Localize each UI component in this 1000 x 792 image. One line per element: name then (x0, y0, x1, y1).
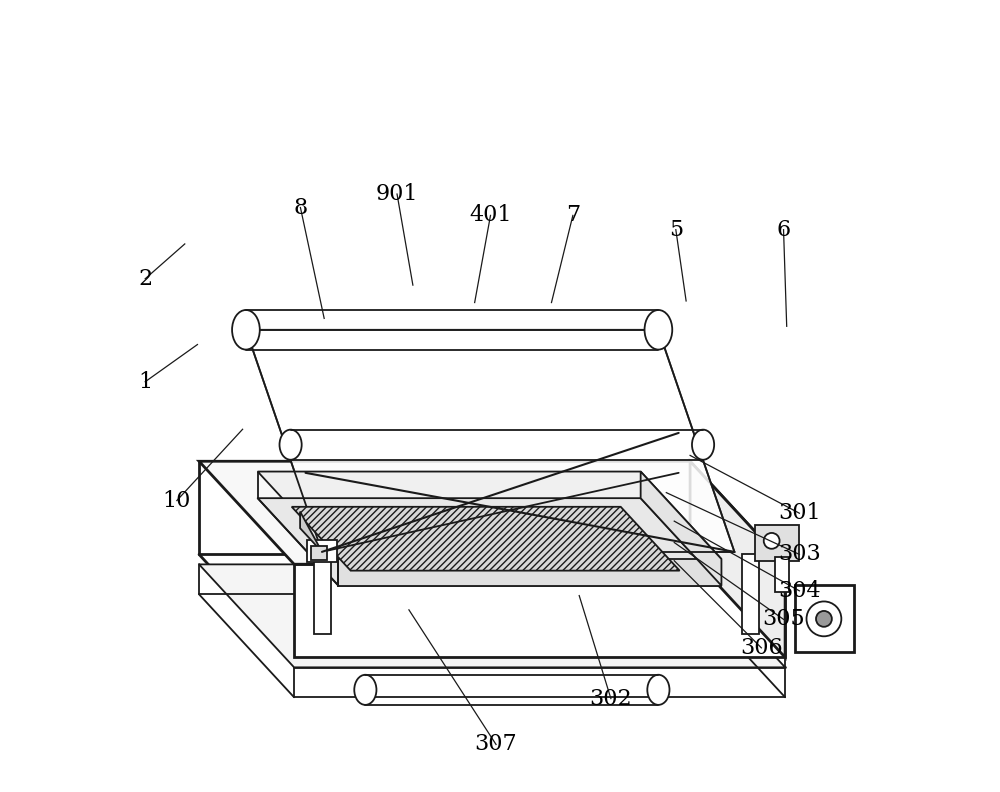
Bar (311, 546, 327, 560)
Circle shape (764, 533, 780, 549)
Text: 302: 302 (590, 687, 632, 710)
Polygon shape (258, 498, 721, 586)
Text: 2: 2 (138, 268, 152, 290)
Polygon shape (199, 461, 785, 564)
Text: 7: 7 (566, 204, 580, 227)
Polygon shape (246, 329, 734, 552)
Text: 304: 304 (778, 580, 821, 602)
Polygon shape (690, 461, 785, 657)
Text: 305: 305 (762, 608, 805, 630)
Polygon shape (294, 564, 785, 657)
Polygon shape (338, 559, 721, 586)
Circle shape (807, 601, 841, 636)
Text: 307: 307 (475, 733, 517, 756)
Text: 1: 1 (138, 371, 152, 393)
Text: 306: 306 (740, 637, 783, 659)
Text: 401: 401 (469, 204, 512, 227)
Bar (775, 557, 789, 592)
Bar (314, 554, 331, 634)
Text: 303: 303 (778, 543, 821, 565)
Bar (307, 540, 337, 562)
Polygon shape (258, 471, 721, 559)
Bar (755, 525, 799, 561)
Polygon shape (300, 512, 322, 552)
Bar (795, 584, 854, 652)
Text: 6: 6 (776, 219, 791, 241)
Ellipse shape (647, 675, 669, 705)
Text: 8: 8 (293, 196, 308, 219)
Text: 301: 301 (778, 502, 821, 524)
Text: 10: 10 (163, 489, 191, 512)
Bar (742, 554, 759, 634)
Polygon shape (199, 565, 785, 668)
Polygon shape (641, 471, 721, 586)
Ellipse shape (280, 429, 302, 459)
Ellipse shape (354, 675, 376, 705)
Polygon shape (292, 507, 680, 570)
Circle shape (816, 611, 832, 626)
Text: 5: 5 (669, 219, 683, 241)
Ellipse shape (645, 310, 672, 349)
Text: 901: 901 (376, 183, 418, 205)
Ellipse shape (232, 310, 260, 349)
Ellipse shape (692, 429, 714, 459)
